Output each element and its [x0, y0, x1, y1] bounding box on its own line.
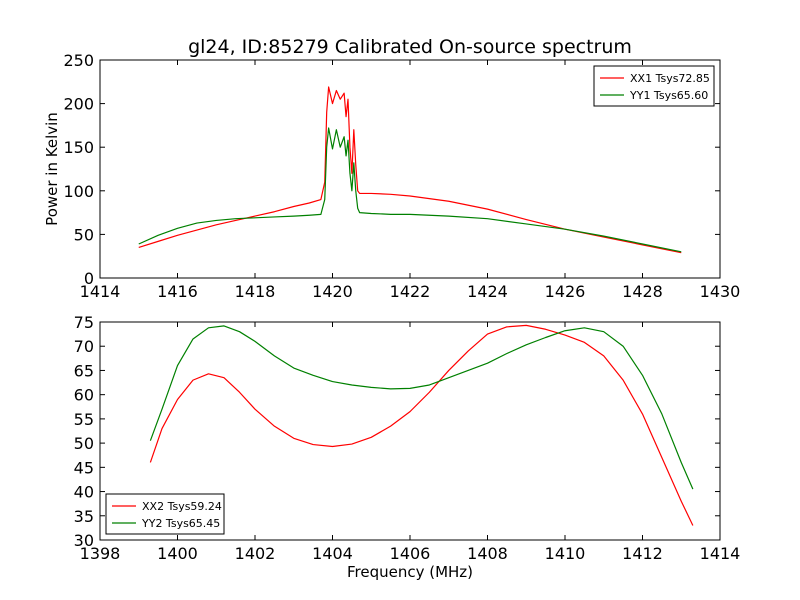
top-y-tick-label: 150	[63, 138, 94, 157]
top-y-tick-label: 250	[63, 51, 94, 70]
top-legend-entry: XX1 Tsys72.85	[630, 72, 710, 85]
bottom-x-tick-label: 1398	[80, 544, 121, 563]
top-series-line-2	[138, 127, 682, 253]
top-y-tick-label: 0	[84, 269, 94, 288]
bottom-y-tick-label: 45	[74, 458, 94, 477]
top-plot-panel: 1414 1416 1418 1420 1422 1424 1426 1428 1430 0 50 1…	[43, 51, 740, 301]
bottom-legend: XX2 Tsys59.24 YY2 Tsys65.45	[105, 493, 225, 535]
bottom-series-line-1	[149, 324, 694, 526]
bottom-legend-entry: XX2 Tsys59.24	[142, 500, 222, 513]
bottom-y-tick-label: 50	[74, 434, 94, 453]
top-x-tick-label: 1428	[622, 282, 663, 301]
top-x-tick-label: 1424	[467, 282, 508, 301]
top-x-tick-label: 1416	[157, 282, 198, 301]
bottom-x-tick-label: 1412	[622, 544, 663, 563]
bottom-y-tick-label: 65	[74, 361, 94, 380]
top-legend: XX1 Tsys72.85 YY1 Tsys65.60	[593, 65, 715, 107]
bottom-x-tick-label: 1404	[312, 544, 353, 563]
bottom-x-tick-label: 1410	[545, 544, 586, 563]
bottom-y-tick-label: 60	[74, 386, 94, 405]
bottom-x-tick-label: 1406	[390, 544, 431, 563]
top-x-tick-label: 1414	[80, 282, 121, 301]
bottom-x-tick-label: 1402	[235, 544, 276, 563]
top-x-tick-label: 1426	[545, 282, 586, 301]
top-legend-box	[593, 65, 715, 107]
bottom-x-tick-label: 1414	[700, 544, 741, 563]
bottom-y-tick-label: 55	[74, 410, 94, 429]
top-x-tick-label: 1420	[312, 282, 353, 301]
bottom-x-axis-label: Frequency (MHz)	[347, 563, 473, 581]
figure-title: gl24, ID:85279 Calibrated On-source spec…	[188, 36, 632, 58]
bottom-y-tick-label: 35	[74, 507, 94, 526]
top-x-tick-label: 1430	[700, 282, 741, 301]
bottom-y-tick-label: 70	[74, 337, 94, 356]
top-y-tick-label: 100	[63, 182, 94, 201]
top-legend-entry: YY1 Tsys65.60	[629, 89, 708, 102]
bottom-y-tick-label: 40	[74, 483, 94, 502]
bottom-series-line-2	[149, 325, 694, 490]
top-series-line-1	[138, 86, 682, 254]
bottom-legend-entry: YY2 Tsys65.45	[141, 517, 220, 530]
bottom-plot-panel: 1398 1400 1402 1404 1406 1408 1410 1412 1414 30 35…	[74, 313, 741, 581]
bottom-x-tick-label: 1408	[467, 544, 508, 563]
top-x-tick-label: 1418	[235, 282, 276, 301]
bottom-x-tick-label: 1400	[157, 544, 198, 563]
bottom-y-tick-label: 75	[74, 313, 94, 332]
top-y-tick-label: 50	[74, 225, 94, 244]
top-y-tick-label: 200	[63, 95, 94, 114]
bottom-legend-box	[105, 493, 225, 535]
top-y-axis-label: Power in Kelvin	[43, 112, 61, 226]
top-x-tick-label: 1422	[390, 282, 431, 301]
bottom-y-tick-label: 30	[74, 531, 94, 550]
